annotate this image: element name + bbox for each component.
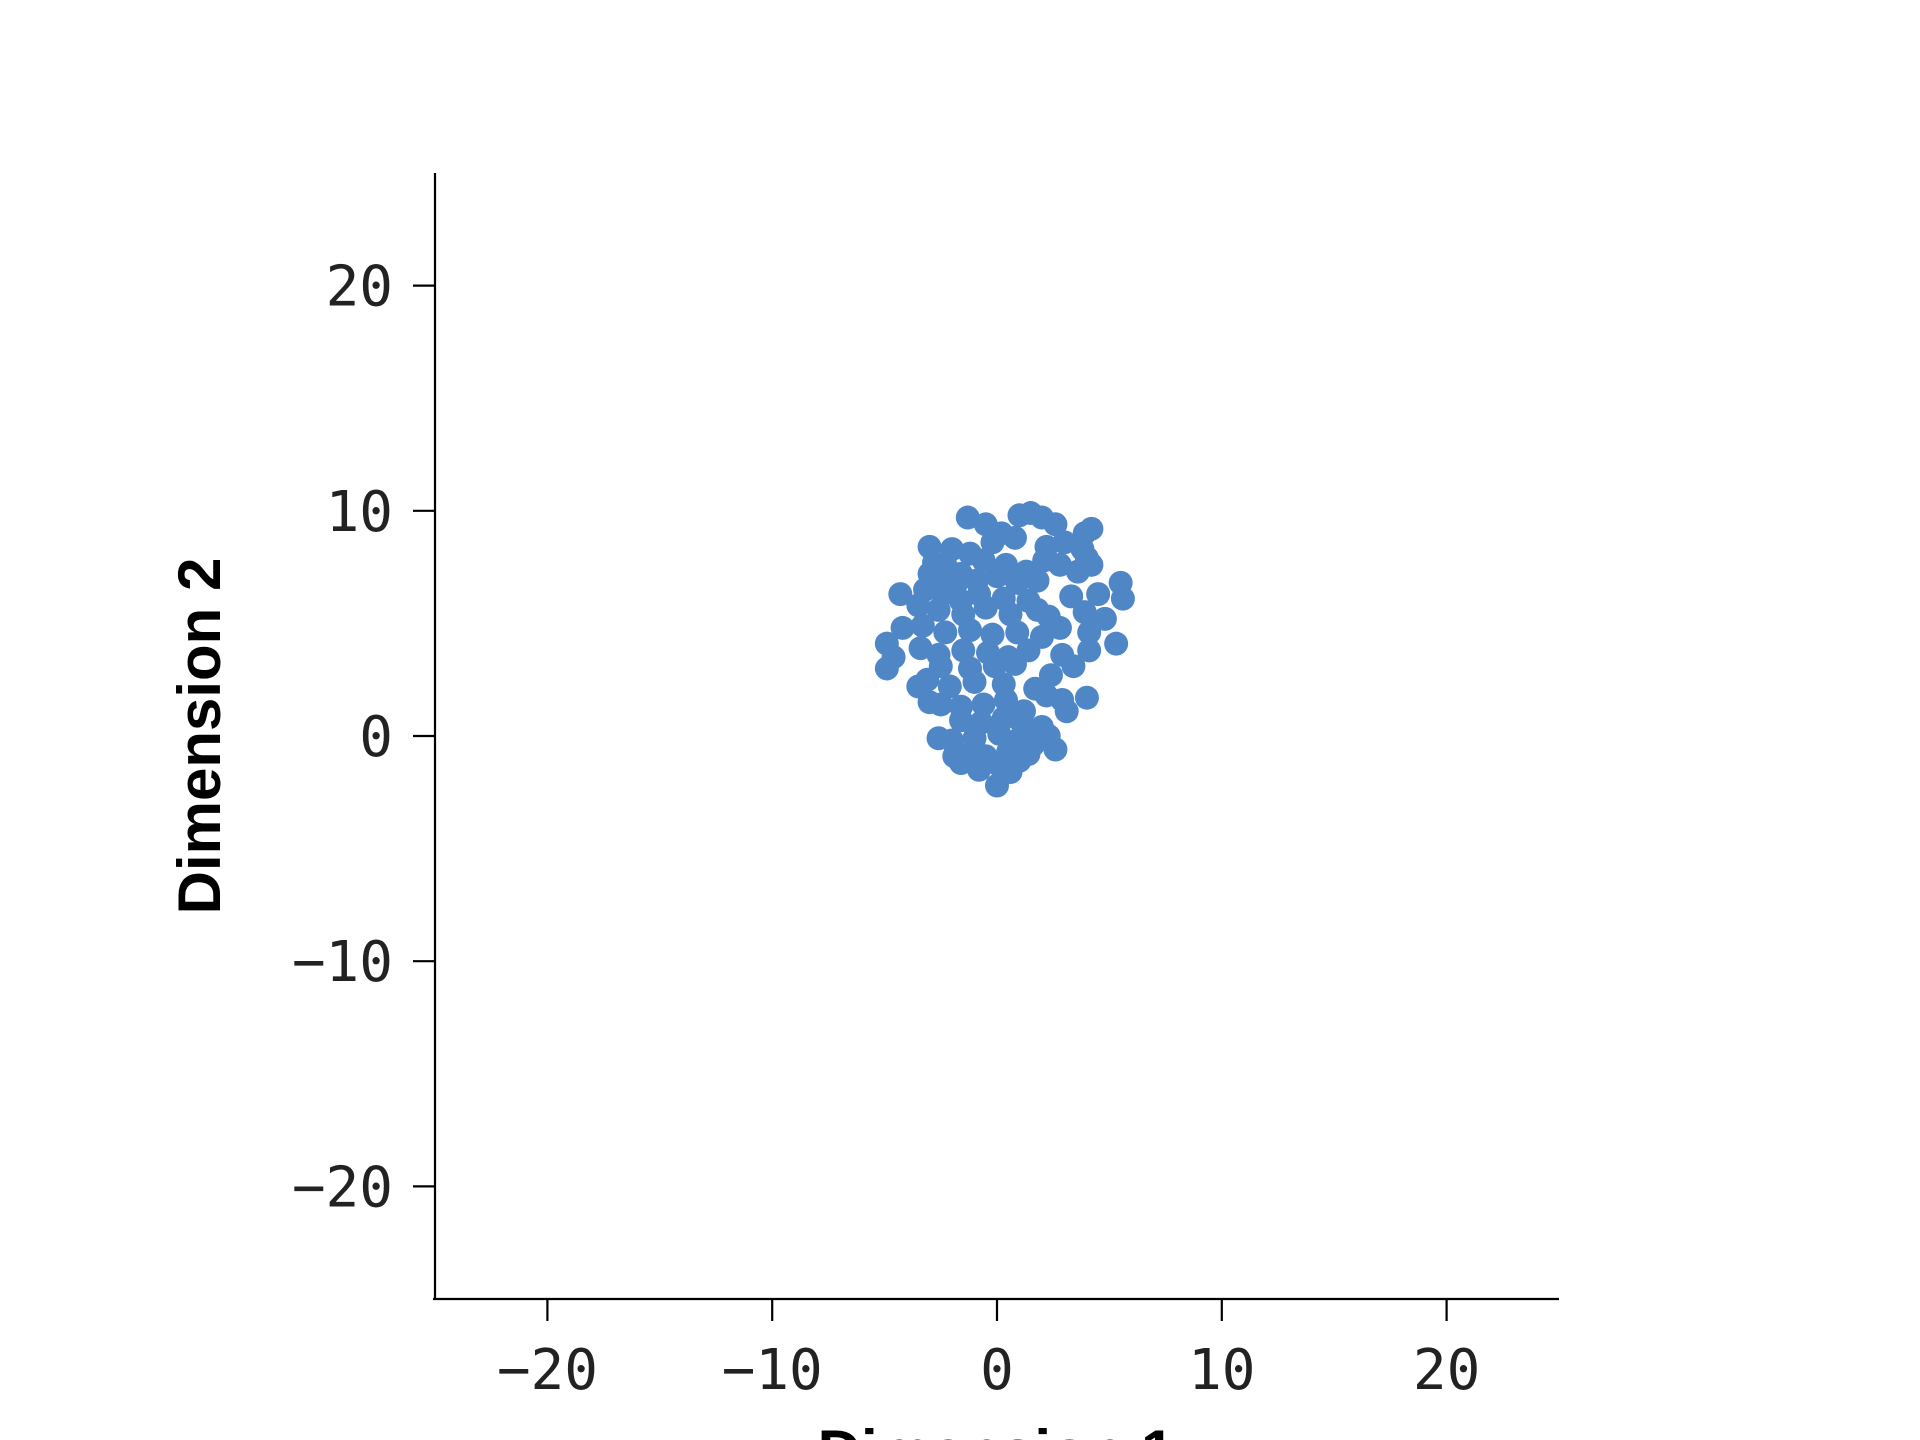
scatter-point [1079, 552, 1104, 577]
scatter-point [1054, 699, 1079, 724]
scatter-points [874, 501, 1135, 798]
scatter-point [973, 595, 998, 620]
y-axis-title: Dimension 2 [166, 558, 233, 915]
scatter-point [937, 674, 962, 699]
scatter-point [1002, 525, 1027, 550]
scatter-point [1047, 615, 1072, 640]
scatter-point [958, 618, 983, 643]
scatter-point [890, 615, 915, 640]
scatter-point [955, 505, 980, 530]
scatter-point [1092, 606, 1117, 631]
scatter-point [1043, 737, 1068, 762]
scatter-point [1104, 631, 1129, 656]
scatter-point [1086, 582, 1111, 607]
scatter-point [906, 593, 931, 618]
scatter-point [998, 602, 1023, 627]
y-tick-label: 10 [326, 480, 393, 545]
scatter-point [1038, 663, 1063, 688]
y-tick-label: 20 [326, 255, 393, 320]
scatter-point [1110, 586, 1135, 611]
scatter-point [1061, 654, 1086, 679]
x-axis: −20 −10 0 10 20 Dimension 1 [433, 1297, 1559, 1440]
scatter-point [926, 597, 951, 622]
scatter-point [949, 751, 974, 776]
scatter-point [987, 721, 1012, 746]
x-tick-label: −20 [497, 1338, 598, 1403]
scatter-point [928, 692, 953, 717]
scatter-point [980, 622, 1005, 647]
y-tick-label: 0 [359, 705, 393, 770]
scatter-point [1059, 584, 1084, 609]
scatter-point [1074, 685, 1099, 710]
scatter-point [982, 654, 1007, 679]
scatter-point [908, 636, 933, 661]
scatter-point [933, 620, 958, 645]
y-tick-label: −10 [292, 930, 393, 995]
scatter-point [1047, 552, 1072, 577]
scatter-point [1007, 748, 1032, 773]
scatter-point [1005, 620, 1030, 645]
scatter-point [949, 708, 974, 733]
scatter-point [874, 656, 899, 681]
scatter-point [985, 773, 1009, 798]
scatter-point [971, 548, 996, 573]
scatter-point [951, 638, 976, 663]
scatter-point [971, 692, 996, 717]
x-tick-label: 0 [980, 1338, 1014, 1403]
y-tick-label: −20 [292, 1155, 393, 1220]
scatter-point [1077, 638, 1102, 663]
scatter-point [962, 669, 987, 694]
scatter-point [910, 613, 935, 638]
scatter-point [888, 582, 913, 607]
scatter-point [1002, 651, 1027, 676]
x-tick-label: 10 [1188, 1338, 1255, 1403]
scatter-point [993, 687, 1018, 712]
x-axis-title: Dimension 1 [818, 1418, 1175, 1440]
scatter-point [1077, 620, 1102, 645]
y-axis: −20 −10 0 10 20 Dimension 2 [166, 173, 437, 1300]
x-tick-label: −10 [722, 1338, 823, 1403]
scatter-point [980, 530, 1005, 555]
scatter-point [985, 564, 1009, 589]
scatter-point [915, 667, 940, 692]
scatter-point [1072, 600, 1097, 625]
scatter-point [1025, 568, 1050, 593]
scatter-point [1043, 512, 1068, 537]
scatter-point [1052, 530, 1077, 555]
x-tick-label: 20 [1413, 1338, 1480, 1403]
scatter-point [967, 757, 992, 782]
scatter-point [1005, 570, 1030, 595]
